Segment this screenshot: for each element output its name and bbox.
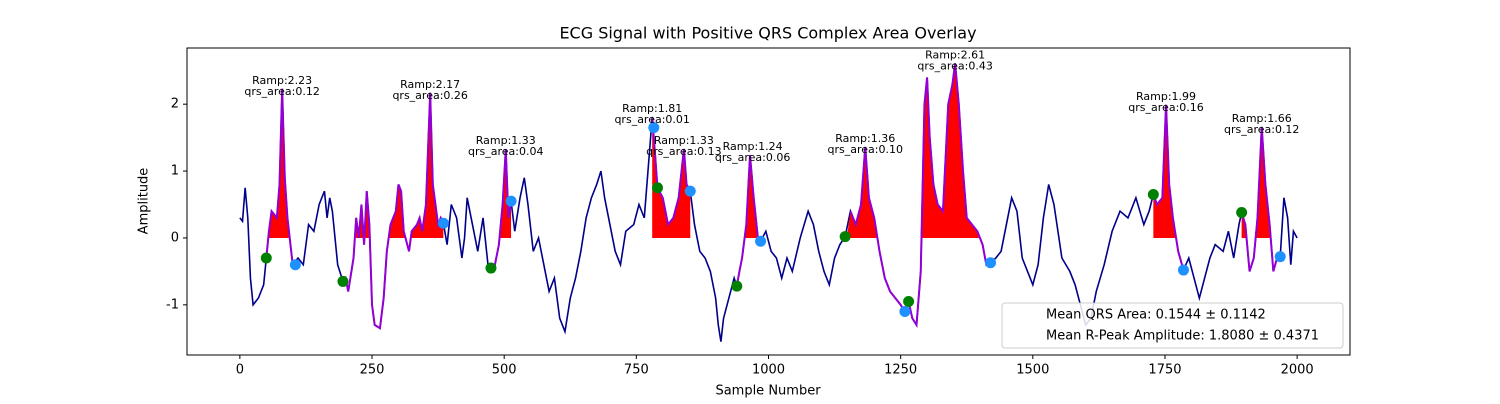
qrs-onset [260,252,272,264]
qrs-offset [648,122,660,134]
qrs-onset [839,231,851,243]
qrs-offset [755,235,767,247]
annotation: qrs_area:0.16 [1128,101,1203,114]
annotation: qrs_area:0.26 [392,89,467,102]
annotation: Ramp:1.24 [723,140,783,153]
qrs-area [1153,104,1184,238]
x-tick-label: 0 [236,363,244,378]
qrs-offset [684,185,696,197]
x-tick-label: 250 [360,363,385,378]
qrs-segment [265,88,294,265]
x-axis-label: Sample Number [715,384,821,399]
qrs-onset [731,280,743,292]
x-tick-label: 1250 [884,363,917,378]
qrs-offset [899,306,911,318]
y-tick-label: 2 [171,97,179,112]
x-tick-label: 2000 [1281,363,1314,378]
qrs-segment [1240,126,1281,272]
y-axis-label: Amplitude [137,168,152,235]
qrs-onset [337,275,349,287]
qrs-offset [985,257,997,269]
annotation: qrs_area:0.10 [828,143,903,156]
annotation: qrs_area:0.04 [468,145,543,158]
y-tick-label: 0 [171,230,179,245]
legend-box [1001,302,1344,349]
qrs-onset [903,295,915,307]
qrs-segment [907,63,991,328]
y-tick-label: -1 [166,297,179,312]
annotation: Ramp:2.23 [252,74,312,87]
x-tick-label: 1750 [1148,363,1181,378]
qrs-offset [1274,251,1286,263]
qrs-segment [492,148,513,272]
legend-entry: Mean QRS Area: 0.1544 ± 0.1142 [1046,308,1266,323]
annotation: qrs_area:0.01 [614,113,689,126]
qrs-segment [651,116,692,227]
qrs-segment [849,146,910,314]
annotation: qrs_area:0.43 [917,59,992,72]
annotation: Ramp:1.99 [1136,90,1196,103]
qrs-offset [1177,264,1189,276]
qrs-area [908,63,991,238]
qrs-offset [437,217,449,229]
x-tick-label: 500 [492,363,517,378]
annotation: qrs_area:0.12 [1224,123,1299,136]
annotation: qrs_area:0.13 [646,145,721,158]
qrs-area [1241,126,1281,238]
qrs-segment [735,154,762,287]
annotation: Ramp:1.33 [654,134,714,147]
annotation: Ramp:2.17 [400,78,460,91]
x-tick-label: 1500 [1016,363,1049,378]
qrs-segment [1152,104,1185,271]
axes-frame [186,47,1351,356]
qrs-area [652,116,691,238]
annotation: Ramp:1.81 [622,102,682,115]
x-tick-label: 750 [624,363,649,378]
annotation: Ramp:1.33 [476,134,536,147]
qrs-offset [505,195,517,207]
y-tick-label: 1 [171,164,179,179]
qrs-offset [289,259,301,271]
qrs-onset [1236,207,1248,219]
qrs-area [342,92,444,238]
qrs-segment [342,92,445,330]
qrs-onset [485,262,497,274]
annotation: Ramp:2.61 [925,48,985,61]
annotation: qrs_area:0.12 [244,85,319,98]
qrs-onset [1147,188,1159,200]
plot-area [239,63,1298,342]
qrs-onset [651,182,663,194]
x-tick-label: 1000 [752,363,785,378]
qrs-area [846,146,909,238]
axes: 0 250 500 750 1000 1250 1500 1750 2000 -1 0 1 2 Ramp:… [166,48,1344,378]
annotation: qrs_area:0.06 [715,151,790,164]
legend-entry: Mean R-Peak Amplitude: 1.8080 ± 0.4371 [1046,329,1319,344]
chart-title: ECG Signal with Positive QRS Complex Are… [559,24,976,43]
annotation: Ramp:1.66 [1232,112,1292,125]
annotation: Ramp:1.36 [835,132,895,145]
